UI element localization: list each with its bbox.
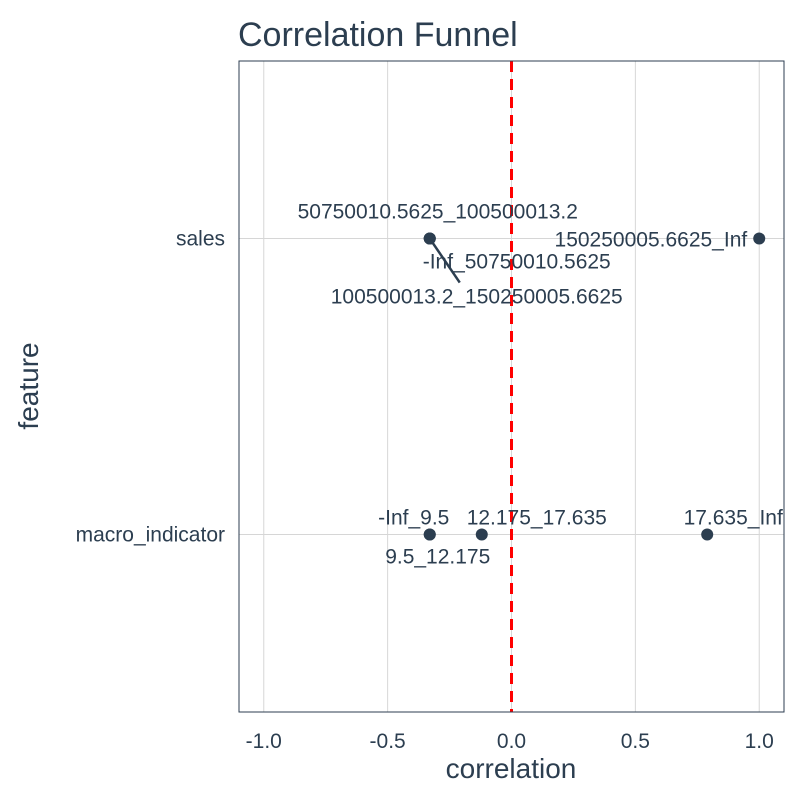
x-tick-label: 0.5: [621, 730, 650, 753]
axis-layer: -1.0 -0.5 0.0 0.5 1.0 macro_indicator sales: [76, 228, 774, 753]
point-label: 100500013.2_150250005.6625: [331, 286, 623, 309]
point-label: 17.635_Inf: [684, 506, 783, 529]
point-layer: [423, 232, 766, 541]
data-point: [701, 528, 714, 541]
data-point: [423, 232, 436, 245]
label-leader-layer: [428, 237, 461, 284]
y-tick-label: sales: [176, 228, 225, 251]
point-label-layer: 50750010.5625_100500013.2 -Inf_50750010.5…: [298, 201, 783, 569]
point-label: -Inf_50750010.5625: [423, 251, 611, 274]
point-label: 150250005.6625_Inf: [555, 229, 748, 252]
data-point: [423, 528, 436, 541]
data-point: [475, 528, 488, 541]
x-tick-label: 0.0: [497, 730, 526, 753]
y-tick-label: macro_indicator: [76, 523, 225, 546]
point-label: 9.5_12.175: [385, 545, 490, 568]
x-tick-label: -1.0: [246, 730, 282, 753]
point-label: 12.175_17.635: [467, 506, 607, 529]
data-point: [753, 232, 766, 245]
x-tick-label: -0.5: [370, 730, 406, 753]
y-axis-title: feature: [13, 342, 44, 429]
x-tick-label: 1.0: [745, 730, 774, 753]
label-leader-line: [428, 237, 461, 284]
x-axis-title: correlation: [446, 753, 577, 784]
point-label: -Inf_9.5: [378, 506, 449, 529]
panel-border: [238, 60, 785, 713]
point-label: 50750010.5625_100500013.2: [298, 201, 578, 224]
chart-title: Correlation Funnel: [238, 16, 518, 54]
